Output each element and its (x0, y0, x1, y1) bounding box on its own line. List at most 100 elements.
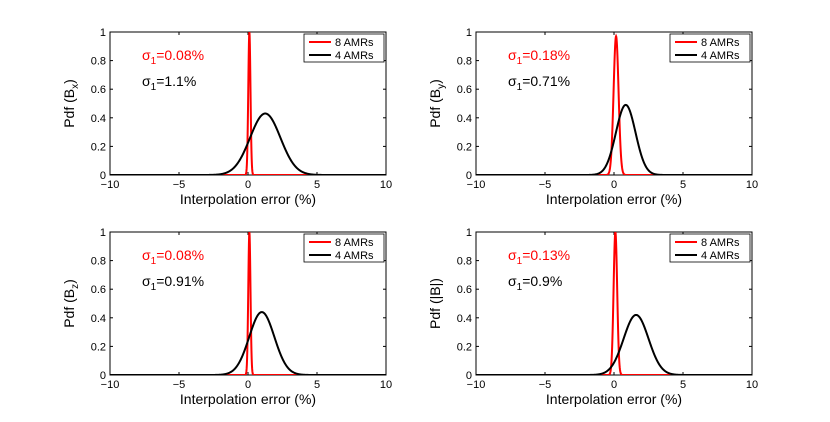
sigma-symbol: σ (508, 47, 517, 63)
x-tick-label: 5 (680, 179, 686, 191)
sigma-subscript: 1 (517, 82, 523, 93)
legend-label: 4 AMRs (701, 250, 740, 262)
x-tick-label: −5 (173, 379, 186, 391)
y-tick-label: 0.4 (91, 113, 106, 125)
y-axis-label: Pdf (|B|) (427, 278, 443, 329)
y-axis-label-sub: x (70, 84, 81, 89)
y-tick-label: 0.6 (91, 84, 106, 96)
series-line-8-amrs (476, 33, 752, 175)
sigma-subscript: 1 (517, 56, 523, 67)
y-tick-label: 0.4 (91, 313, 106, 325)
sigma-annotation: σ1=0.9% (508, 273, 562, 293)
legend-label: 4 AMRs (335, 250, 374, 262)
x-tick-label: −5 (539, 179, 552, 191)
series-line-8-amrs (110, 32, 386, 175)
y-axis-label: Pdf (By) (427, 79, 447, 128)
sigma-symbol: σ (142, 247, 151, 263)
y-tick-label: 0.8 (91, 56, 106, 68)
y-tick-label: 1 (466, 27, 472, 39)
curves (476, 232, 752, 375)
y-axis-label-suffix: ) (61, 279, 77, 284)
subplot-4: −10 −5 0 5 10 0 0.2 0.4 0.6 0.8 1 Interpolation err… (427, 227, 758, 407)
x-tick-label: −10 (467, 379, 486, 391)
sigma-annotation: σ1=0.91% (142, 273, 204, 293)
sigma-value: =0.08% (156, 247, 204, 263)
x-tick-label: 10 (746, 379, 758, 391)
sigma-symbol: σ (508, 247, 517, 263)
x-tick-label: −5 (173, 179, 186, 191)
y-axis-label-prefix: Pdf (|B| (427, 283, 443, 329)
subplot-1: −10 −5 0 5 10 0 0.2 0.4 0.6 0.8 1 Interpolation err… (61, 27, 392, 207)
x-tick-label: −5 (539, 379, 552, 391)
sigma-subscript: 1 (151, 82, 157, 93)
x-tick-label: 5 (314, 179, 320, 191)
x-tick-label: 10 (380, 179, 392, 191)
sigma-subscript: 1 (517, 282, 523, 293)
curves (476, 33, 752, 175)
y-axis-label-suffix: ) (61, 79, 77, 84)
sigma-annotation: σ1=0.71% (508, 73, 570, 93)
sigma-subscript: 1 (517, 256, 523, 267)
y-tick-label: 1 (100, 227, 106, 239)
curves (110, 32, 386, 175)
y-tick-label: 0.6 (91, 284, 106, 296)
sigma-annotation: σ1=0.13% (508, 247, 570, 267)
x-tick-label: 0 (245, 179, 251, 191)
y-tick-label: 0.8 (457, 256, 472, 268)
y-axis-label-prefix: Pdf (B (61, 89, 77, 128)
legend-box (303, 233, 385, 263)
x-tick-label: −10 (101, 179, 120, 191)
sigma-value: =0.91% (156, 273, 204, 289)
sigma-symbol: σ (142, 73, 151, 89)
sigma-value: =0.71% (522, 73, 570, 89)
y-axis-label-sub: y (436, 84, 447, 89)
y-tick-label: 0.4 (457, 313, 472, 325)
sigma-annotation: σ1=0.18% (508, 47, 570, 67)
series-line-8-amrs (476, 232, 752, 375)
sigma-value: =0.13% (522, 247, 570, 263)
y-tick-label: 0.2 (91, 141, 106, 153)
legend-box (669, 233, 751, 263)
legend-label: 4 AMRs (701, 50, 740, 62)
legend-label: 8 AMRs (701, 37, 740, 49)
y-axis-label-sub: z (70, 284, 81, 289)
y-tick-label: 0.4 (457, 113, 472, 125)
legend-label: 8 AMRs (701, 237, 740, 249)
series-line-8-amrs (110, 232, 386, 375)
y-tick-label: 0.2 (91, 341, 106, 353)
y-tick-label: 0.2 (457, 141, 472, 153)
sigma-subscript: 1 (151, 256, 157, 267)
series-line-4-amrs (110, 112, 386, 175)
y-tick-label: 1 (466, 227, 472, 239)
y-tick-label: 0.6 (457, 84, 472, 96)
x-tick-label: −10 (467, 179, 486, 191)
y-tick-label: 1 (100, 27, 106, 39)
y-axis-label-suffix: ) (427, 79, 443, 84)
y-axis-label-prefix: Pdf (B (427, 89, 443, 128)
x-tick-label: 0 (611, 379, 617, 391)
legend-label: 8 AMRs (335, 237, 374, 249)
x-tick-label: 10 (380, 379, 392, 391)
y-axis-label: Pdf (Bz) (61, 279, 81, 328)
sigma-symbol: σ (142, 273, 151, 289)
y-axis-label: Pdf (Bx) (61, 79, 81, 128)
y-tick-label: 0 (466, 170, 472, 182)
series-line-4-amrs (110, 311, 386, 375)
sigma-value: =1.1% (156, 73, 196, 89)
y-tick-label: 0 (100, 170, 106, 182)
series-line-4-amrs (476, 313, 752, 375)
y-tick-label: 0.8 (457, 56, 472, 68)
x-tick-label: 5 (314, 379, 320, 391)
x-axis-label: Interpolation error (%) (180, 191, 316, 207)
x-tick-label: 0 (245, 379, 251, 391)
sigma-value: =0.18% (522, 47, 570, 63)
subplot-2: −10 −5 0 5 10 0 0.2 0.4 0.6 0.8 1 Interpolation err… (427, 27, 758, 207)
sigma-annotation: σ1=1.1% (142, 73, 196, 93)
x-tick-label: −10 (101, 379, 120, 391)
y-tick-label: 0.2 (457, 341, 472, 353)
sigma-subscript: 1 (151, 282, 157, 293)
